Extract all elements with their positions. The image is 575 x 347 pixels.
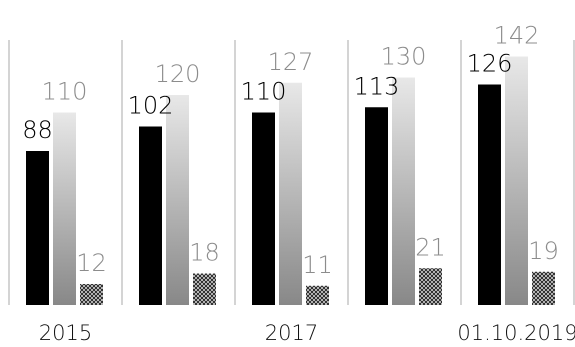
bars-layer [26,56,555,305]
data-label-2016-series2: 120 [155,60,201,88]
data-label-2017-series2: 127 [268,48,314,76]
data-label-2016-series1: 102 [128,92,174,120]
bar-2016-series1 [139,126,162,305]
data-label-2015-series2: 110 [42,78,88,106]
data-label-2017-series1: 110 [241,78,287,106]
data-label-2017-series3: 11 [302,251,333,279]
data-label-01.10.2019-series1: 126 [467,50,513,78]
data-label-2015-series3: 12 [76,249,107,277]
data-label-2016-series3: 18 [189,239,220,267]
bar-2017-series2 [279,82,302,305]
bar-2016-series2 [166,95,189,305]
data-label-01.10.2019-series2: 142 [494,22,540,50]
bar-2015-series1 [26,151,49,305]
bar-2016-series3 [193,273,216,305]
bar-2017-series1 [252,112,275,305]
bar-2018-series2 [392,77,415,305]
bar-2018-series3 [419,268,442,305]
group-separators [8,40,575,305]
x-tick-label: 2017 [265,321,318,345]
bar-2015-series3 [80,284,103,305]
bar-01.10.2019-series1 [478,84,501,305]
bar-01.10.2019-series3 [532,271,555,305]
bar-2015-series2 [53,112,76,305]
data-label-2018-series3: 21 [415,233,446,261]
bar-2017-series3 [306,285,329,305]
x-tick-label: 01.10.2019 [457,321,575,345]
data-label-2018-series1: 113 [354,72,400,100]
x-axis-labels: 2015 2017 01.10.2019 [39,321,575,345]
data-label-2018-series2: 130 [381,43,427,71]
bar-2018-series1 [365,107,388,305]
x-tick-label: 2015 [39,321,92,345]
data-label-2015-series1: 88 [22,116,53,144]
data-label-01.10.2019-series3: 19 [528,237,559,265]
bar-01.10.2019-series2 [505,56,528,305]
